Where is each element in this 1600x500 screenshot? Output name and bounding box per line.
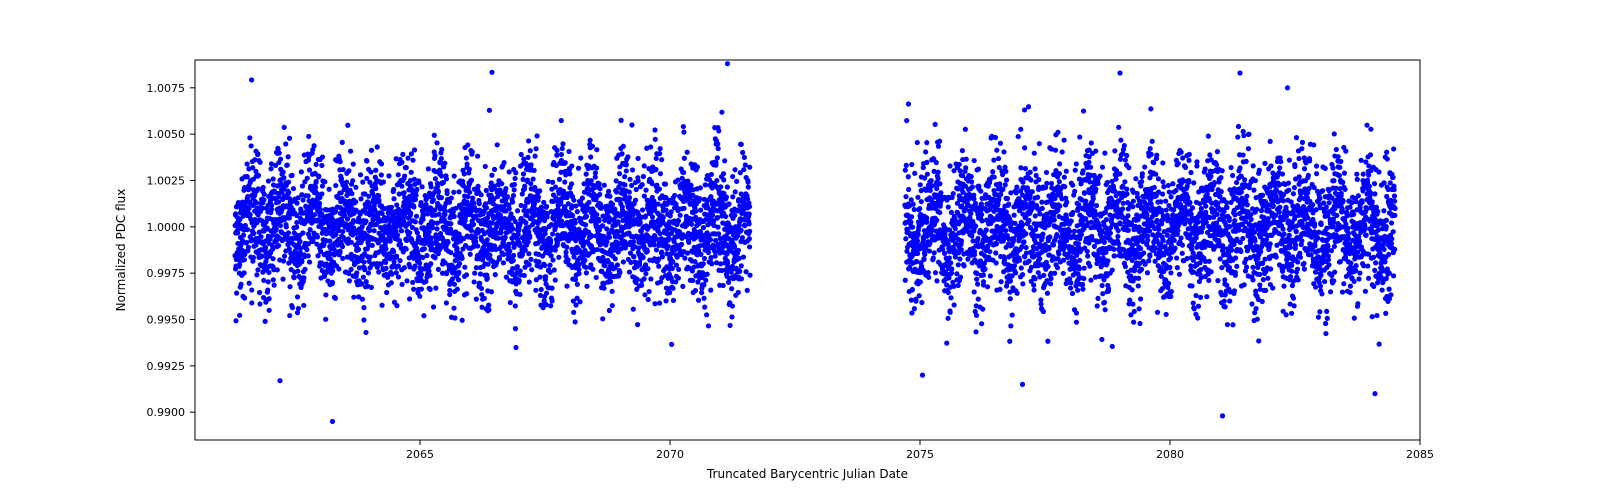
x-tick-label: 2070 [656,448,684,461]
outlier-point [1237,70,1242,75]
y-tick-label: 1.0075 [147,82,186,95]
x-tick-label: 2065 [406,448,434,461]
outlier-point [1117,70,1122,75]
y-tick-label: 0.9925 [147,360,186,373]
outlier-point [920,373,925,378]
y-tick-label: 1.0050 [147,128,186,141]
y-tick-label: 0.9975 [147,267,186,280]
scatter-points [232,61,1397,424]
y-tick-label: 1.0025 [147,174,186,187]
chart-svg: 2065 2070 2075 2080 2085 0.9900 0.9925 0.9950 0.… [0,0,1600,500]
x-tick-label: 2080 [1156,448,1184,461]
outlier-point [725,61,730,66]
outlier-point [1220,413,1225,418]
outlier-point [277,378,282,383]
scatter-chart: 2065 2070 2075 2080 2085 0.9900 0.9925 0.9950 0.… [0,0,1600,500]
y-axis-label: Normalized PDC flux [114,189,128,312]
y-tick-label: 0.9900 [147,406,186,419]
y-tick-label: 1.0000 [147,221,186,234]
x-axis-label: Truncated Barycentric Julian Date [706,467,908,481]
x-tick-label: 2085 [1406,448,1434,461]
outlier-point [330,419,335,424]
outlier-point [1020,382,1025,387]
x-tick-label: 2075 [906,448,934,461]
outlier-point [1285,85,1290,90]
outlier-point [1372,391,1377,396]
y-tick-label: 0.9950 [147,314,186,327]
